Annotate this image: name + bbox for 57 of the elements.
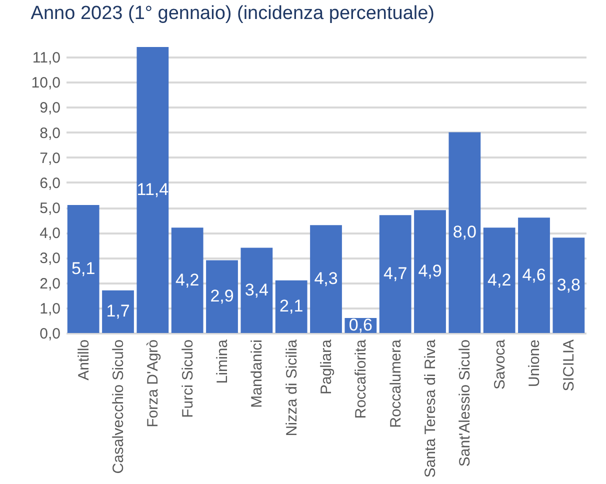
y-tick-label: 7,0 [40, 150, 60, 167]
x-tick-label: Savoca [491, 338, 508, 390]
bar [240, 248, 273, 333]
y-tick-label: 1,0 [40, 300, 60, 318]
x-tick-label: Antillo [75, 340, 92, 380]
bar [67, 205, 100, 333]
x-tick-label: Unione [526, 340, 543, 388]
x-tick-label: Forza D'Agrò [144, 340, 162, 428]
x-tick-label: Santa Teresa di Riva [422, 338, 439, 478]
y-tick-label: 9,0 [40, 100, 60, 117]
bar [310, 225, 342, 333]
chart-title: Anno 2023 (1° gennaio) (incidenza percentuale) [30, 3, 435, 24]
y-tick-label: 0,0 [40, 326, 60, 342]
y-tick-label: 5,0 [40, 200, 60, 218]
bar [518, 218, 550, 333]
data-label: 4,9 [418, 262, 442, 281]
data-label: 4,3 [314, 269, 338, 288]
x-tick-label: Nizza di Sicilia [283, 338, 300, 436]
y-tick-label: 11,0 [32, 50, 60, 67]
x-tick-label: Mandanici [248, 340, 266, 408]
bar [275, 280, 308, 333]
x-tick-label: Sant'Alessio Siculo [456, 340, 474, 467]
bar [379, 215, 412, 333]
y-tick-label: 10,0 [31, 74, 60, 92]
bar [483, 228, 516, 333]
data-label: 1,7 [106, 302, 130, 321]
data-label: 2,9 [210, 286, 234, 306]
data-label: 2,1 [280, 296, 304, 316]
y-tick-label: 3,0 [40, 250, 60, 268]
data-label: 3,8 [556, 275, 580, 294]
x-tick-label: Furci Siculo [179, 340, 196, 418]
data-label: 5,1 [72, 259, 96, 278]
bar [414, 210, 446, 333]
bar [171, 228, 204, 333]
bar [102, 290, 134, 333]
bar [206, 260, 238, 333]
data-label: 0,6 [348, 315, 372, 334]
x-tick-label: SICILIA [560, 340, 578, 392]
x-tick-label: Roccalumera [387, 338, 404, 428]
x-tick-label: Roccafiorita [352, 338, 370, 419]
data-label: 4,7 [384, 264, 408, 284]
y-tick-label: 4,0 [40, 225, 60, 242]
data-label: 11,4 [136, 180, 169, 199]
y-tick-label: 2,0 [40, 275, 60, 292]
x-tick-label: Pagliara [318, 338, 335, 395]
y-tick-label: 8,0 [40, 124, 60, 142]
data-label: 4,2 [176, 270, 200, 290]
bar [552, 238, 585, 333]
x-tick-label: Limina [214, 338, 231, 384]
bar [448, 132, 481, 333]
bar [136, 47, 169, 333]
data-label: 4,6 [522, 265, 546, 284]
data-label: 3,4 [244, 280, 268, 300]
x-tick-label: Casalvecchio Siculo [110, 340, 127, 474]
y-tick-label: 6,0 [40, 174, 60, 192]
data-label: 8,0 [452, 222, 476, 242]
data-label: 4,2 [488, 270, 512, 290]
